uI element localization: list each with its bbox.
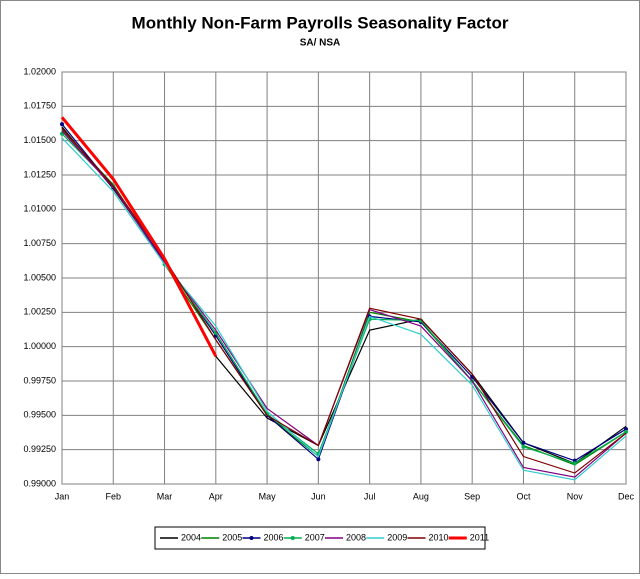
point-marker bbox=[624, 427, 628, 432]
legend-marker bbox=[290, 536, 295, 540]
legend-box bbox=[154, 526, 486, 550]
chart-title: Monthly Non-Farm Payrolls Seasonality Fa… bbox=[132, 13, 509, 32]
legend-label: 2011 bbox=[470, 532, 489, 542]
y-tick-label: 0.99750 bbox=[23, 375, 56, 385]
x-tick-label: Aug bbox=[413, 491, 429, 501]
x-tick-label: Oct bbox=[516, 491, 531, 501]
x-tick-label: Jul bbox=[364, 491, 376, 501]
point-marker bbox=[521, 440, 526, 445]
x-tick-label: May bbox=[259, 491, 277, 501]
legend-label: 2007 bbox=[305, 532, 325, 542]
legend-label: 2005 bbox=[222, 532, 242, 542]
line-series bbox=[60, 116, 218, 357]
y-tick-label: 1.00250 bbox=[23, 307, 56, 317]
legend-label: 2006 bbox=[264, 532, 284, 542]
x-tick-label: Dec bbox=[618, 491, 635, 501]
y-tick-label: 1.01000 bbox=[23, 204, 56, 214]
point-marker bbox=[521, 444, 526, 449]
x-tick-label: Jan bbox=[55, 491, 70, 501]
legend-label: 2008 bbox=[346, 532, 366, 542]
y-tick-label: 0.99250 bbox=[23, 444, 56, 454]
line-series bbox=[61, 137, 627, 481]
x-tick-label: Apr bbox=[209, 491, 223, 501]
y-tick-label: 1.01500 bbox=[23, 135, 56, 145]
x-tick-label: Mar bbox=[157, 491, 173, 501]
y-tick-label: 1.00750 bbox=[23, 238, 56, 248]
chart-subtitle: SA/ NSA bbox=[300, 38, 341, 49]
y-tick-label: 1.01250 bbox=[23, 169, 56, 179]
y-tick-label: 1.00000 bbox=[23, 341, 56, 351]
y-tick-label: 0.99500 bbox=[23, 410, 56, 420]
legend-marker bbox=[249, 536, 254, 540]
x-tick-label: Jun bbox=[311, 491, 326, 501]
x-tick-label: Feb bbox=[106, 491, 122, 501]
x-tick-label: Sep bbox=[464, 491, 480, 501]
y-tick-label: 0.99000 bbox=[23, 478, 56, 488]
legend-label: 2009 bbox=[387, 532, 407, 542]
point-marker bbox=[624, 429, 628, 434]
y-tick-label: 1.02000 bbox=[23, 66, 56, 76]
x-tick-label: Nov bbox=[567, 491, 584, 501]
point-marker bbox=[316, 457, 321, 462]
y-tick-label: 1.00500 bbox=[23, 272, 56, 282]
legend-label: 2004 bbox=[181, 532, 201, 542]
point-marker bbox=[572, 461, 577, 466]
point-marker bbox=[572, 458, 577, 463]
legend-label: 2010 bbox=[429, 532, 449, 542]
point-marker bbox=[60, 122, 64, 127]
y-tick-label: 1.01750 bbox=[23, 101, 56, 111]
